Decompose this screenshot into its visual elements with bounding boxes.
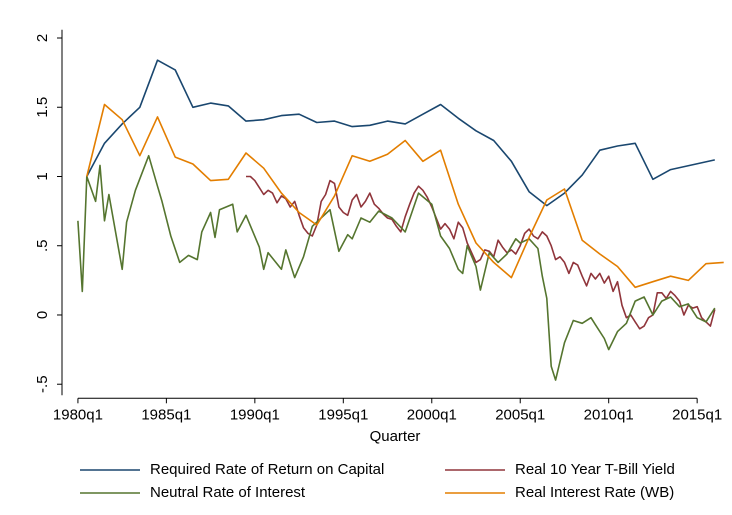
x-tick-label: 2005q1 (495, 406, 545, 423)
x-axis-label: Quarter (370, 428, 421, 445)
x-tick-label: 2010q1 (584, 406, 634, 423)
series-line (246, 175, 716, 330)
legend-label: Neutral Rate of Interest (150, 484, 306, 501)
legend-label: Real 10 Year T-Bill Yield (515, 461, 675, 478)
series-line (86, 59, 715, 207)
y-tick-label: 2 (34, 34, 51, 42)
x-tick-label: 1990q1 (230, 406, 280, 423)
y-tick-label: 1.5 (34, 97, 51, 118)
x-tick-label: 1980q1 (53, 406, 103, 423)
x-tick-label: 1995q1 (318, 406, 368, 423)
legend-label: Required Rate of Return on Capital (150, 461, 384, 478)
series-line (86, 103, 724, 289)
y-tick-label: 0 (34, 311, 51, 319)
series-line (77, 154, 716, 381)
x-tick-label: 2000q1 (407, 406, 457, 423)
x-tick-label: 1985q1 (141, 406, 191, 423)
x-tick-label: 2015q1 (672, 406, 722, 423)
y-tick-label: 1 (34, 172, 51, 180)
y-tick-label: -.5 (34, 375, 51, 393)
y-tick-label: .5 (34, 239, 51, 252)
legend-label: Real Interest Rate (WB) (515, 484, 674, 501)
